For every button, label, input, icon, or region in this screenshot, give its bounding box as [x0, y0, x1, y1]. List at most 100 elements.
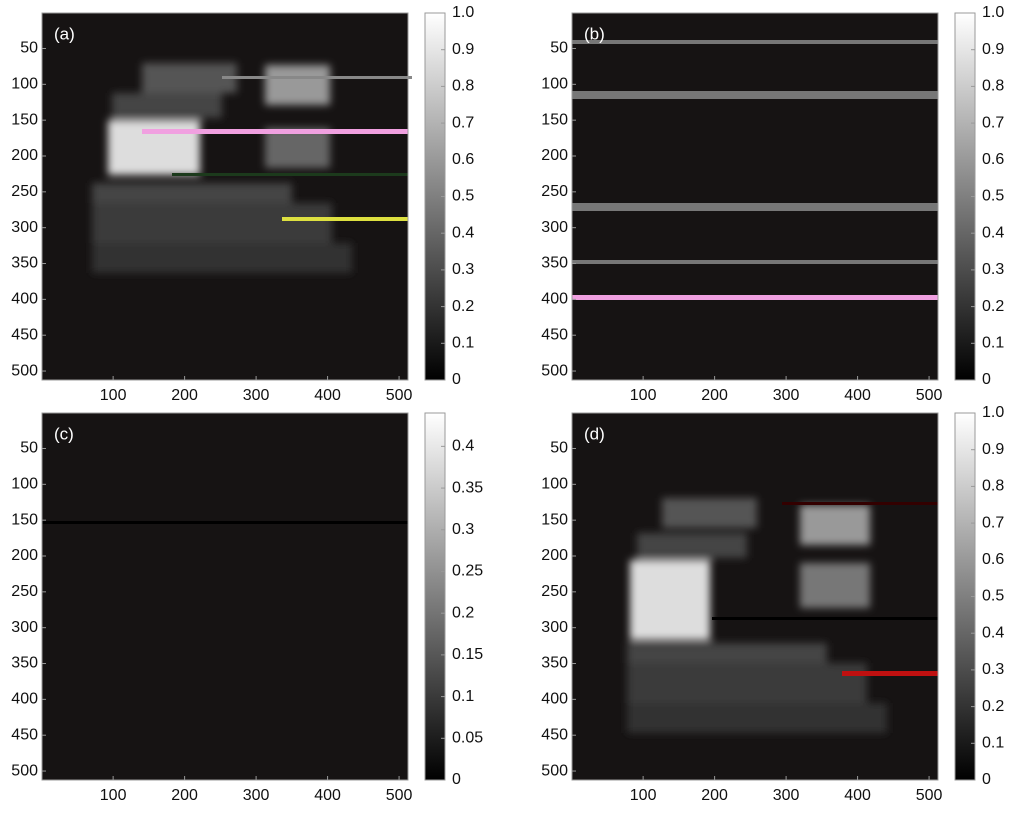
image-feature: [142, 63, 237, 93]
colorbar-tick-label: 0.8: [982, 78, 1004, 95]
x-tick-label: 500: [386, 787, 413, 804]
colorbar-tick-label: 0.8: [452, 78, 474, 95]
artifact-line: [282, 217, 408, 221]
x-tick-label: 100: [630, 387, 657, 404]
x-tick-label: 500: [916, 787, 943, 804]
image-frame: [571, 412, 939, 781]
colorbar-tick-label: 0.8: [982, 478, 1004, 495]
x-tick-label: 400: [844, 787, 871, 804]
x-tick-label: 400: [314, 787, 341, 804]
colorbar-tick-label: 0.7: [982, 114, 1004, 131]
y-tick-label: 300: [541, 219, 568, 236]
image-feature: [112, 93, 222, 118]
x-tick-label: 500: [386, 387, 413, 404]
colorbar-tick-label: 0: [452, 771, 461, 788]
y-tick-label: 100: [11, 476, 38, 493]
x-tick-label: 100: [630, 787, 657, 804]
image-frame: [41, 412, 409, 781]
y-tick-label: 350: [541, 255, 568, 272]
colorbar-tick-label: 0: [452, 371, 461, 388]
image-feature: [800, 505, 870, 545]
x-tick-label: 200: [701, 387, 728, 404]
colorbar-tick-label: 0.1: [452, 688, 474, 705]
panel-label: (d): [584, 424, 605, 443]
artifact-line: [572, 40, 938, 44]
colorbar-tick-label: 0.1: [982, 735, 1004, 752]
artifact-line: [222, 76, 412, 79]
colorbar-tick-label: 0.25: [452, 563, 483, 580]
y-tick-label: 50: [20, 40, 38, 57]
colorbar-tick-label: 0.1: [982, 335, 1004, 352]
artifact-line: [572, 91, 938, 99]
y-tick-label: 350: [11, 255, 38, 272]
artifact-line: [572, 260, 938, 264]
colorbar-tick-label: 0.3: [982, 661, 1004, 678]
y-tick-label: 400: [11, 291, 38, 308]
panel-label: (b): [584, 24, 605, 43]
artifact-line: [142, 129, 408, 134]
panel: (c) 100 200 300 400 500 50 100 150 200 250 300 350 40…: [11, 412, 483, 804]
y-tick-label: 500: [541, 762, 568, 779]
colorbar-tick-label: 0.05: [452, 730, 483, 747]
y-tick-label: 300: [541, 619, 568, 636]
image-feature: [662, 498, 757, 528]
y-tick-label: 100: [541, 476, 568, 493]
artifact-line: [712, 617, 938, 620]
image-feature: [627, 703, 887, 733]
colorbar-tick-label: 0.3: [982, 261, 1004, 278]
colorbar-tick-label: 0.5: [982, 588, 1004, 605]
image-feature: [92, 183, 292, 203]
artifact-line: [842, 671, 938, 676]
panel-label: (a): [54, 24, 75, 43]
colorbar-tick-label: 0.9: [982, 41, 1004, 58]
x-tick-label: 300: [773, 387, 800, 404]
panel: (a) 100 200 300 400 500 50 100 150 200 250 300 350 40…: [11, 4, 474, 404]
colorbar-tick-label: 0.7: [982, 514, 1004, 531]
x-tick-label: 300: [773, 787, 800, 804]
y-tick-label: 350: [541, 655, 568, 672]
panel: (d) 100 200 300 400 500 50 100 150 200 250 300 350 40…: [541, 404, 1004, 804]
y-tick-label: 500: [11, 362, 38, 379]
colorbar-tick-label: 0.5: [452, 188, 474, 205]
y-tick-label: 200: [541, 147, 568, 164]
y-tick-label: 200: [11, 547, 38, 564]
colorbar-tick-label: 0.6: [452, 151, 474, 168]
panel-label: (c): [54, 424, 74, 443]
y-tick-label: 400: [11, 691, 38, 708]
image-content: [627, 498, 887, 733]
colorbar-tick-label: 0.6: [982, 551, 1004, 568]
x-tick-label: 200: [171, 387, 198, 404]
x-tick-label: 200: [701, 787, 728, 804]
panel: (b) 100 200 300 400 500 50 100 150 200 250 300 350 40…: [541, 4, 1004, 404]
colorbar-tick-label: 0.2: [452, 298, 474, 315]
y-tick-label: 250: [11, 583, 38, 600]
colorbar-tick-label: 0.9: [982, 441, 1004, 458]
colorbar-tick-label: 0.1: [452, 335, 474, 352]
y-tick-label: 150: [11, 511, 38, 528]
y-tick-label: 50: [550, 440, 568, 457]
x-tick-label: 100: [100, 387, 127, 404]
image-feature: [265, 128, 330, 168]
image-frame: [41, 12, 409, 381]
colorbar-tick-label: 0: [982, 771, 991, 788]
colorbar-tick-label: 0.9: [452, 41, 474, 58]
image-feature: [108, 120, 200, 175]
artifact-line: [42, 521, 408, 524]
x-tick-label: 300: [243, 387, 270, 404]
image-feature: [630, 560, 710, 640]
y-tick-label: 250: [11, 183, 38, 200]
colorbar-tick-label: 0.2: [452, 604, 474, 621]
y-tick-label: 100: [11, 76, 38, 93]
image-feature: [92, 243, 352, 273]
image-content: [92, 63, 352, 273]
image-frame: [571, 12, 939, 381]
colorbar-tick-label: 0.2: [982, 698, 1004, 715]
y-tick-label: 50: [20, 440, 38, 457]
y-tick-label: 150: [541, 511, 568, 528]
y-tick-label: 500: [11, 762, 38, 779]
y-tick-label: 450: [541, 726, 568, 743]
colorbar-tick-label: 1.0: [982, 404, 1004, 421]
x-tick-label: 400: [314, 387, 341, 404]
y-tick-label: 200: [11, 147, 38, 164]
